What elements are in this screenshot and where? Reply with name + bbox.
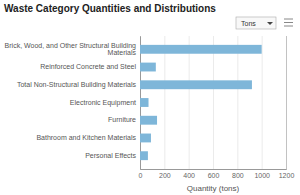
menu-icon-line[interactable]	[284, 19, 293, 20]
x-tick-label: 200	[159, 172, 171, 179]
grid-line	[213, 36, 214, 169]
bar	[140, 63, 156, 72]
bar	[140, 45, 262, 54]
grid-line	[164, 36, 165, 169]
grid-line	[286, 36, 287, 169]
y-tick: Personal Effects	[85, 152, 140, 159]
chart-container: Waste Category Quantities and Distributi…	[0, 0, 300, 195]
x-tick: 1000	[254, 36, 270, 179]
menu-icon-line[interactable]	[284, 26, 293, 27]
x-tick-label: 1200	[279, 172, 295, 179]
x-tick-label: 600	[208, 172, 220, 179]
bars	[140, 45, 262, 160]
y-tick-label: Brick, Wood, and Other Structural Buildi…	[5, 42, 137, 57]
chart-title: Waste Category Quantities and Distributi…	[4, 3, 216, 14]
chart-svg: Waste Category Quantities and Distributi…	[0, 0, 300, 195]
y-tick: Total Non-Structural Building Materials	[17, 81, 140, 89]
x-tick: 800	[232, 36, 244, 179]
dropdown[interactable]: Tons	[236, 17, 276, 29]
x-axis-title: Quantity (tons)	[187, 184, 240, 193]
bar	[140, 116, 157, 125]
menu-icon-line[interactable]	[284, 22, 293, 23]
y-tick: Brick, Wood, and Other Structural Buildi…	[5, 42, 140, 57]
x-tick: 400	[183, 36, 195, 179]
menu-icon[interactable]	[284, 19, 293, 26]
x-tick-label: 0	[139, 172, 143, 179]
y-tick: Bathroom and Kitchen Materials	[36, 134, 140, 141]
y-tick: Electronic Equipment	[70, 99, 140, 107]
dropdown-text[interactable]: Tons	[241, 20, 256, 27]
x-axis-line	[141, 36, 287, 170]
y-tick-label: Total Non-Structural Building Materials	[17, 81, 137, 89]
x-tick: 600	[208, 36, 220, 179]
x-tick-label: 800	[232, 172, 244, 179]
x-tick-label: 400	[183, 172, 195, 179]
plot-area: 0 200 400 600 800 1000 1200 Personal Effects Bat…	[5, 36, 295, 193]
bar	[140, 98, 149, 107]
y-axis: Personal Effects Bathroom and Kitchen Mat…	[5, 37, 141, 170]
y-tick-label: Reinforced Concrete and Steel	[40, 63, 136, 70]
y-tick: Furniture	[108, 116, 140, 123]
bar	[140, 151, 148, 160]
dropdown-box[interactable]	[236, 17, 276, 29]
grid-line	[262, 36, 263, 169]
x-axis: 0 200 400 600 800 1000 1200	[139, 36, 295, 179]
grid-line	[237, 36, 238, 169]
bar	[140, 134, 151, 143]
y-tick-label: Furniture	[108, 116, 136, 123]
x-tick-label: 1000	[254, 172, 270, 179]
y-tick-label-line: Materials	[108, 49, 137, 56]
y-tick-label: Personal Effects	[85, 152, 136, 159]
grid-line	[189, 36, 190, 169]
x-tick: 200	[159, 36, 171, 179]
x-tick: 1200	[279, 36, 295, 179]
bar	[140, 80, 252, 89]
dropdown-arrow[interactable]	[267, 22, 273, 25]
y-tick: Reinforced Concrete and Steel	[40, 63, 140, 70]
y-tick-label: Bathroom and Kitchen Materials	[36, 134, 136, 141]
y-tick-label: Electronic Equipment	[70, 99, 136, 107]
